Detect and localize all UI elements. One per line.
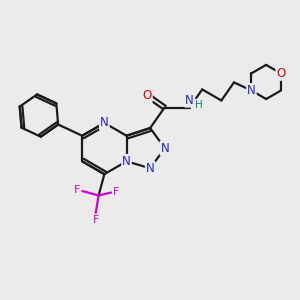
Text: N: N bbox=[122, 155, 131, 168]
Text: N: N bbox=[247, 84, 256, 97]
Text: N: N bbox=[146, 162, 154, 175]
Text: N: N bbox=[185, 94, 194, 107]
Text: F: F bbox=[92, 214, 99, 225]
Text: H: H bbox=[195, 100, 203, 110]
Text: F: F bbox=[74, 185, 80, 196]
Text: N: N bbox=[160, 142, 169, 154]
Text: O: O bbox=[276, 67, 286, 80]
Text: O: O bbox=[142, 89, 152, 102]
Text: N: N bbox=[100, 116, 109, 129]
Text: F: F bbox=[113, 187, 119, 197]
